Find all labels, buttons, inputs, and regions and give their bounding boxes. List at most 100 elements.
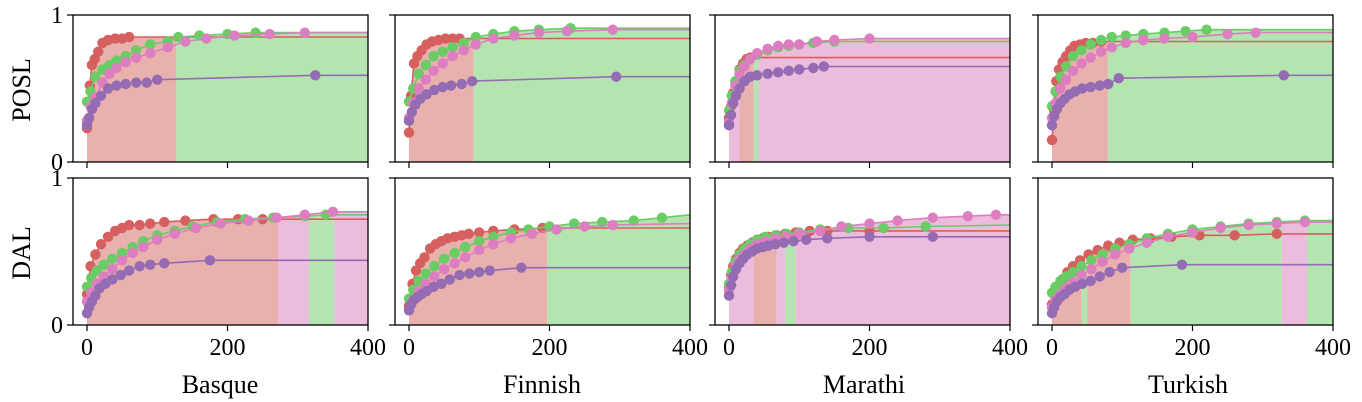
panel-posl-marathi bbox=[709, 14, 1011, 168]
data-point-pink bbox=[1215, 222, 1226, 234]
plot-area bbox=[723, 33, 1010, 162]
x-tick-label: 400 bbox=[1315, 335, 1351, 361]
data-point-green bbox=[90, 71, 101, 82]
data-point-purple bbox=[762, 68, 773, 80]
data-point-red bbox=[159, 216, 170, 228]
data-point-pink bbox=[1162, 231, 1174, 242]
data-point-red bbox=[474, 227, 485, 238]
data-point-pink bbox=[120, 56, 131, 68]
data-point-pink bbox=[138, 241, 149, 253]
data-point-pink bbox=[744, 53, 756, 65]
data-point-green bbox=[428, 50, 439, 62]
data-point-pink bbox=[201, 33, 212, 44]
data-point-pink bbox=[1060, 74, 1072, 85]
data-point-pink bbox=[1271, 218, 1283, 229]
data-point-pink bbox=[1110, 249, 1121, 260]
shaded-region-pink bbox=[334, 211, 368, 325]
data-point-pink bbox=[1085, 52, 1096, 63]
data-point-purple bbox=[95, 90, 107, 102]
data-point-purple bbox=[107, 274, 118, 285]
data-point-purple bbox=[723, 120, 735, 131]
data-point-purple bbox=[1046, 120, 1058, 131]
data-point-green bbox=[920, 221, 931, 232]
data-point-pink bbox=[783, 39, 794, 50]
data-point-pink bbox=[836, 221, 847, 232]
data-point-purple bbox=[611, 71, 622, 82]
data-point-purple bbox=[421, 89, 432, 100]
data-point-pink bbox=[1159, 33, 1170, 44]
data-point-green bbox=[1095, 34, 1107, 46]
data-point-red bbox=[463, 228, 474, 240]
data-point-green bbox=[420, 268, 432, 279]
data-point-pink bbox=[505, 233, 517, 244]
data-point-pink bbox=[1076, 58, 1087, 69]
x-tick-label: 400 bbox=[350, 335, 386, 361]
data-point-red bbox=[90, 249, 101, 260]
data-point-pink bbox=[962, 211, 974, 222]
data-point-purple bbox=[1077, 278, 1088, 290]
data-point-green bbox=[1180, 25, 1191, 37]
data-point-purple bbox=[1085, 275, 1096, 287]
data-point-pink bbox=[607, 24, 618, 35]
data-point-purple bbox=[778, 237, 789, 248]
data-point-pink bbox=[1067, 65, 1079, 77]
data-point-pink bbox=[579, 221, 590, 232]
plot-area bbox=[81, 206, 368, 325]
data-point-green bbox=[250, 27, 261, 38]
data-point-pink bbox=[1076, 269, 1087, 281]
data-point-pink bbox=[438, 263, 450, 275]
data-point-pink bbox=[1250, 27, 1261, 38]
data-point-red bbox=[123, 31, 135, 43]
data-point-pink bbox=[864, 33, 875, 44]
data-point-green bbox=[1120, 30, 1131, 41]
data-point-green bbox=[1086, 255, 1097, 266]
data-point-green bbox=[107, 253, 118, 265]
data-point-purple bbox=[723, 290, 735, 301]
row-label-posl: POSL bbox=[7, 58, 36, 122]
axes-frame bbox=[72, 14, 369, 163]
data-point-purple bbox=[808, 62, 819, 74]
data-point-pink bbox=[152, 234, 163, 245]
data-point-green bbox=[568, 218, 580, 229]
data-point-purple bbox=[1113, 73, 1124, 84]
data-point-purple bbox=[464, 268, 475, 279]
data-point-purple bbox=[445, 80, 457, 91]
x-tick-label: 400 bbox=[992, 335, 1028, 361]
data-point-purple bbox=[1176, 259, 1188, 270]
data-point-pink bbox=[1124, 243, 1135, 254]
panel-dal-basque: 0 200 400 0 1 bbox=[51, 166, 386, 361]
data-point-pink bbox=[413, 83, 425, 94]
shaded-region-green bbox=[473, 28, 690, 162]
data-point-purple bbox=[1103, 78, 1114, 90]
data-point-green bbox=[1097, 249, 1108, 260]
data-point-purple bbox=[454, 269, 465, 281]
data-point-purple bbox=[102, 83, 114, 94]
data-point-pink bbox=[864, 218, 875, 229]
data-point-pink bbox=[1097, 256, 1108, 267]
data-point-red bbox=[102, 231, 114, 242]
data-point-pink bbox=[130, 52, 142, 63]
data-point-purple bbox=[864, 231, 875, 242]
panel-dal-turkish: 0 200 400 bbox=[1032, 177, 1351, 361]
data-point-red bbox=[123, 219, 135, 231]
data-point-purple bbox=[141, 77, 152, 88]
shaded-region-pink bbox=[776, 238, 786, 325]
shaded-region-green bbox=[1307, 220, 1333, 325]
data-point-green bbox=[1085, 39, 1096, 50]
data-point-purple bbox=[1094, 271, 1105, 282]
data-point-pink bbox=[509, 30, 520, 41]
data-point-purple bbox=[770, 238, 781, 250]
panel-dal-finnish: 0 200 400 bbox=[389, 177, 708, 361]
data-point-purple bbox=[145, 259, 156, 270]
data-point-pink bbox=[116, 255, 128, 266]
x-tick-label: 0 bbox=[1046, 335, 1058, 361]
data-point-pink bbox=[460, 252, 471, 263]
x-tick-label: 0 bbox=[81, 335, 93, 361]
data-point-pink bbox=[739, 61, 750, 72]
data-point-pink bbox=[162, 42, 173, 53]
data-point-pink bbox=[437, 58, 448, 69]
data-point-pink bbox=[1055, 83, 1066, 94]
data-point-pink bbox=[892, 215, 903, 226]
